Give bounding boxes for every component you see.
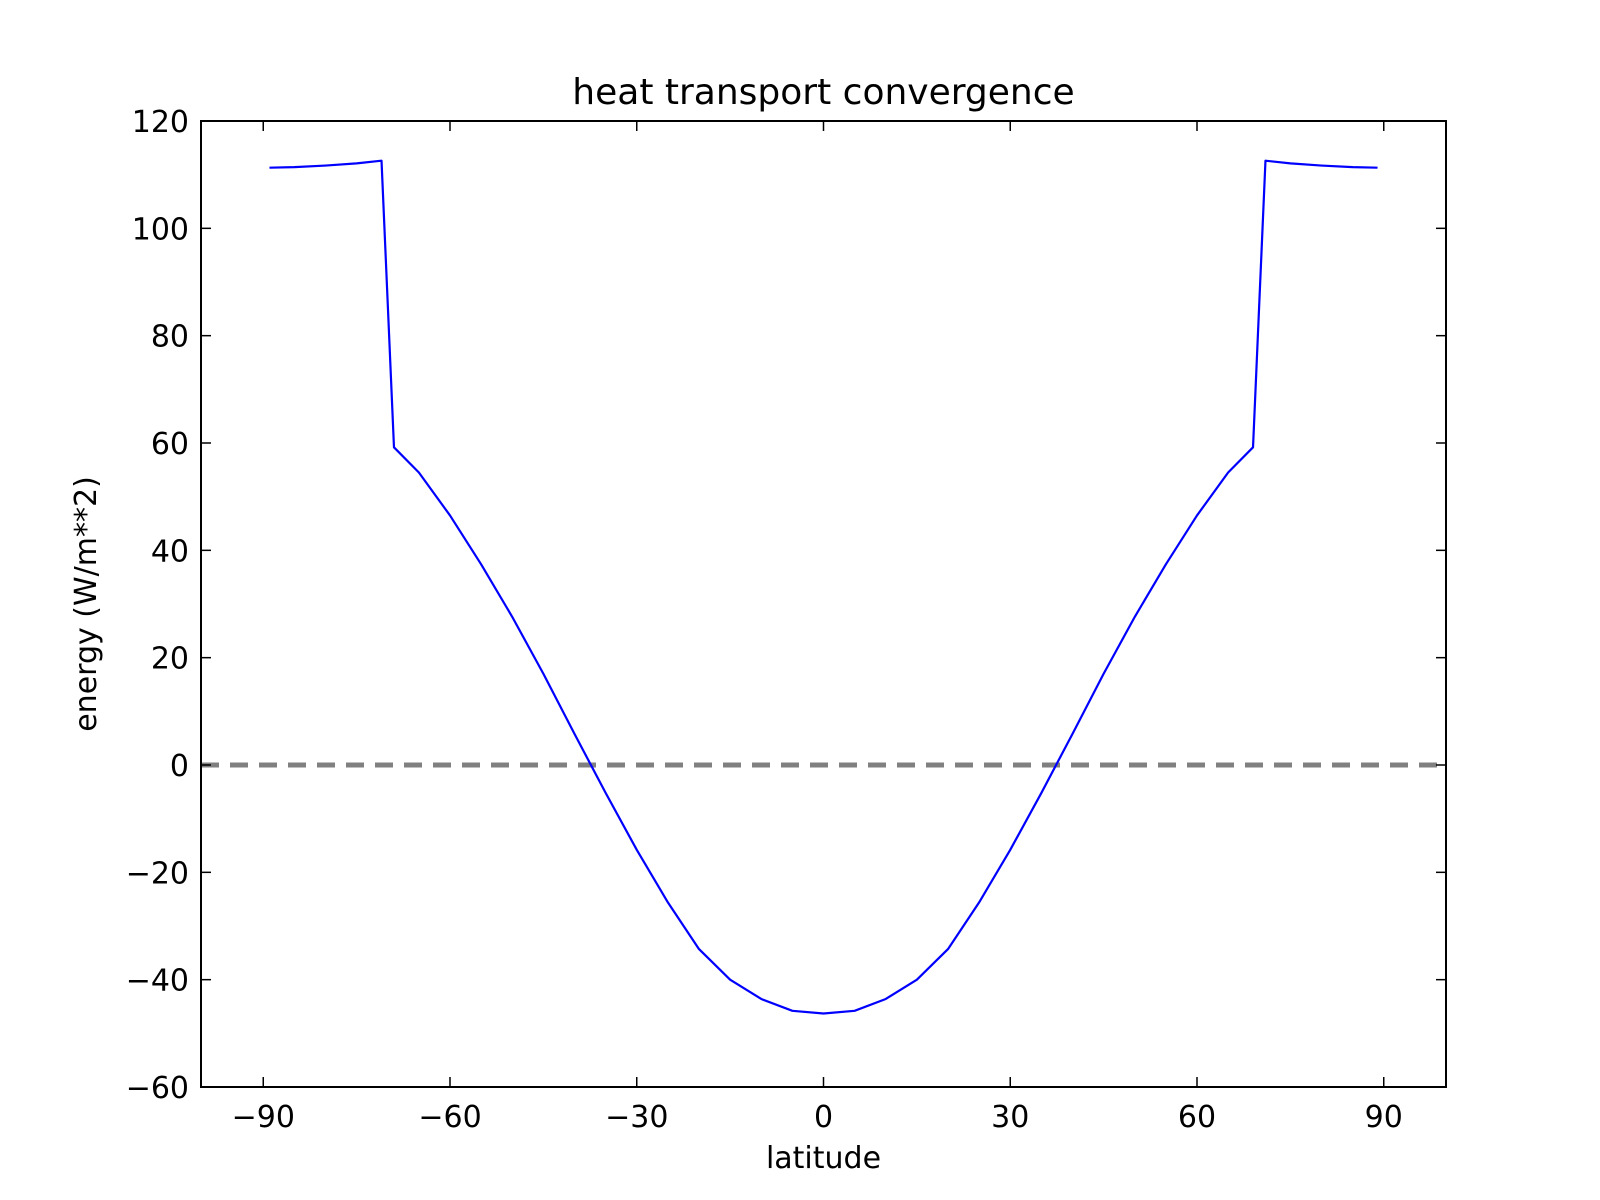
- series-line: [269, 159, 1378, 1015]
- ticks-layer: [201, 120, 1446, 1088]
- series-layer: [201, 159, 1446, 1015]
- y-tick-label: 20: [151, 642, 189, 677]
- tick-labels-layer: −90 −60 −30 0 30 60 90 −60 −40 −20 0 20 40 60 80 100 120: [126, 105, 1403, 1135]
- y-tick-label: 40: [151, 534, 189, 569]
- y-tick-label: 120: [132, 105, 189, 140]
- x-tick-label: −60: [418, 1100, 481, 1135]
- x-tick-label: 90: [1365, 1100, 1403, 1135]
- y-axis-label: energy (W/m**2): [69, 476, 104, 732]
- x-tick-label: 0: [814, 1100, 833, 1135]
- chart-title: heat transport convergence: [572, 72, 1074, 113]
- x-tick-label: −90: [232, 1100, 295, 1135]
- y-tick-label: 100: [132, 212, 189, 247]
- y-tick-label: 60: [151, 427, 189, 462]
- x-tick-label: 30: [991, 1100, 1029, 1135]
- plot-background: [201, 121, 1446, 1087]
- x-tick-label: 60: [1178, 1100, 1216, 1135]
- y-tick-label: −20: [126, 856, 189, 891]
- y-tick-label: −60: [126, 1071, 189, 1106]
- x-tick-label: −30: [605, 1100, 668, 1135]
- x-axis-label: latitude: [766, 1141, 881, 1176]
- y-tick-label: 80: [151, 320, 189, 355]
- y-tick-label: −40: [126, 964, 189, 999]
- y-tick-label: 0: [170, 749, 189, 784]
